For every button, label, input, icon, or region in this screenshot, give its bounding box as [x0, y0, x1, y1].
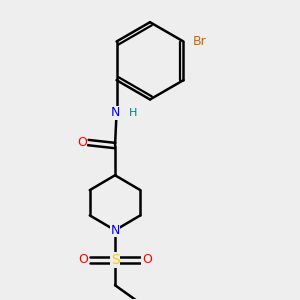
- Text: O: O: [77, 136, 87, 149]
- Text: O: O: [78, 254, 88, 266]
- Text: N: N: [110, 106, 120, 119]
- Text: N: N: [110, 224, 120, 237]
- Text: O: O: [142, 254, 152, 266]
- Text: H: H: [129, 108, 137, 118]
- Text: S: S: [111, 253, 119, 267]
- Text: Br: Br: [193, 35, 207, 48]
